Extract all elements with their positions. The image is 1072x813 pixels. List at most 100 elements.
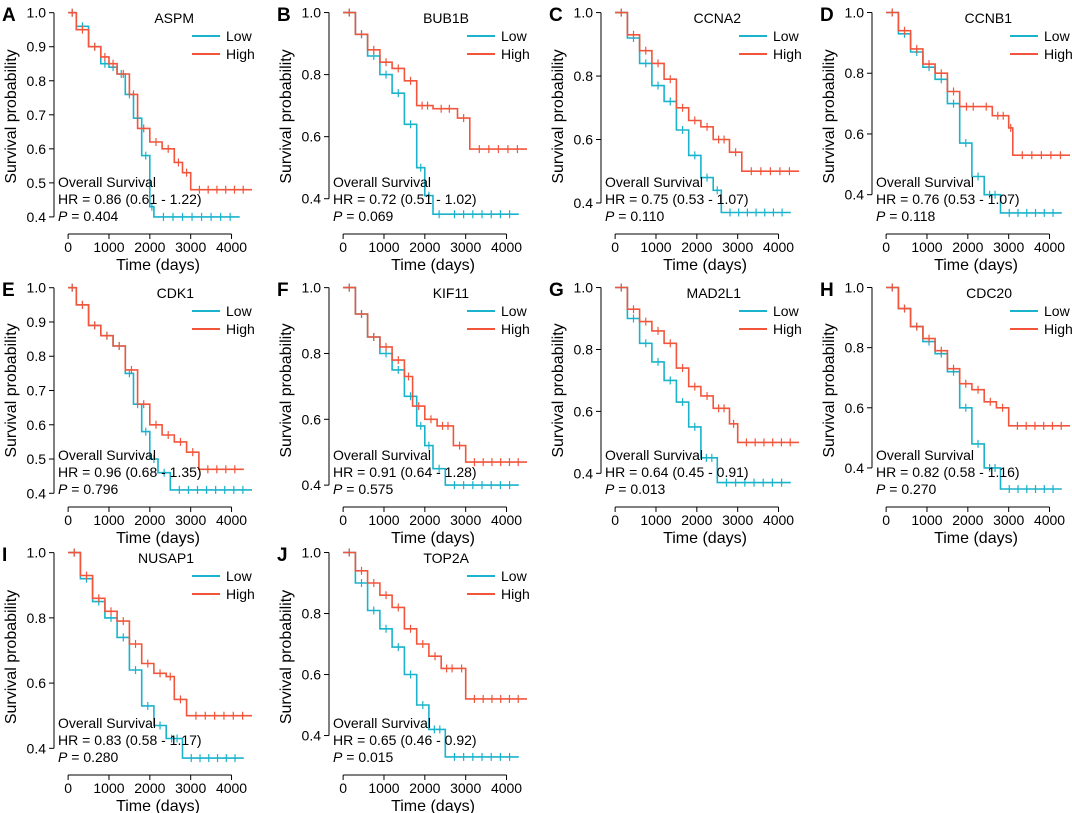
x-tick-label: 2000: [681, 512, 712, 528]
y-tick-label: 0.5: [27, 175, 47, 191]
x-tick-label: 3000: [450, 780, 481, 796]
legend-label-high: High: [1044, 321, 1072, 337]
y-tick-label: 0.8: [27, 348, 47, 364]
x-tick-label: 0: [339, 512, 347, 528]
x-tick-label: 0: [611, 239, 619, 255]
stat-title: Overall Survival: [333, 447, 431, 463]
x-tick-label: 2000: [134, 239, 165, 255]
y-tick-label: 0.4: [302, 191, 322, 207]
stat-title: Overall Survival: [605, 174, 703, 190]
legend-label-low: Low: [1044, 28, 1071, 44]
x-tick-label: 4000: [763, 239, 794, 255]
x-tick-label: 2000: [409, 239, 440, 255]
x-tick-label: 1000: [93, 780, 124, 796]
x-tick-label: 3000: [722, 239, 753, 255]
y-axis-title: Survival probability: [278, 49, 295, 183]
y-tick-label: 0.8: [302, 345, 322, 361]
y-axis-title: Survival probability: [3, 49, 20, 183]
x-tick-label: 1000: [640, 239, 671, 255]
hazard-ratio: HR = 0.86 (0.61 - 1.22): [58, 191, 202, 207]
x-tick-label: 1000: [368, 239, 399, 255]
legend-label-high: High: [501, 321, 530, 337]
y-tick-label: 0.6: [574, 403, 594, 419]
x-tick-label: 2000: [952, 239, 983, 255]
x-tick-label: 2000: [134, 780, 165, 796]
x-axis-title: Time (days): [663, 530, 747, 547]
y-tick-label: 0.4: [845, 460, 865, 476]
y-tick-label: 1.0: [27, 280, 47, 296]
gene-label: MAD2L1: [687, 285, 742, 301]
x-tick-label: 3000: [993, 512, 1024, 528]
p-value: P = 0.069: [333, 208, 394, 224]
hazard-ratio: HR = 0.96 (0.68 - 1.35): [58, 464, 202, 480]
legend-label-low: Low: [226, 568, 253, 584]
gene-label: BUB1B: [423, 10, 469, 26]
gene-label: CCNB1: [965, 10, 1013, 26]
x-axis-title: Time (days): [391, 530, 475, 547]
x-tick-label: 2000: [134, 512, 165, 528]
x-tick-label: 3000: [175, 239, 206, 255]
legend-label-low: Low: [226, 303, 253, 319]
y-tick-label: 0.4: [27, 485, 47, 501]
stat-title: Overall Survival: [333, 715, 431, 731]
km-panel-i: I 0.4 0.6 0.8 1.0 Survival probability 0 1000 20…: [2, 545, 255, 813]
x-tick-label: 1000: [911, 239, 942, 255]
hazard-ratio: HR = 0.82 (0.58 - 1.16): [876, 464, 1020, 480]
y-tick-label: 1.0: [574, 5, 594, 21]
x-axis-title: Time (days): [116, 530, 200, 547]
y-tick-label: 0.8: [27, 610, 47, 626]
gene-label: KIF11: [433, 285, 470, 301]
legend-label-low: Low: [1044, 303, 1071, 319]
panel-letter: B: [277, 5, 291, 26]
x-tick-label: 2000: [681, 239, 712, 255]
x-tick-label: 3000: [450, 239, 481, 255]
y-tick-label: 0.7: [27, 383, 47, 399]
x-axis-title: Time (days): [934, 257, 1018, 274]
y-axis-title: Survival probability: [3, 590, 20, 724]
x-tick-label: 0: [882, 512, 890, 528]
km-panel-c: C 0.4 0.6 0.8 1.0 Survival probability 0 1000 20…: [549, 5, 802, 274]
legend-label-low: Low: [501, 28, 528, 44]
km-curve-high: [68, 551, 252, 717]
p-value: P = 0.280: [58, 749, 119, 765]
y-tick-label: 0.9: [27, 314, 47, 330]
x-tick-label: 1000: [911, 512, 942, 528]
y-tick-label: 1.0: [27, 5, 47, 21]
y-tick-label: 0.6: [302, 667, 322, 683]
stat-title: Overall Survival: [876, 447, 974, 463]
y-tick-label: 0.4: [845, 187, 865, 203]
legend-label-high: High: [226, 46, 255, 62]
km-panel-d: D 0.4 0.6 0.8 1.0 Survival probability 0 1000 20…: [820, 5, 1072, 274]
km-panel-j: J 0.4 0.6 0.8 1.0 Survival probability 0 1000 20…: [277, 545, 530, 813]
y-tick-label: 0.8: [302, 67, 322, 83]
y-tick-label: 0.6: [302, 411, 322, 427]
y-axis-title: Survival probability: [821, 49, 838, 183]
x-tick-label: 0: [64, 780, 72, 796]
y-axis-title: Survival probability: [278, 590, 295, 724]
panel-letter: D: [820, 5, 834, 26]
km-curve-high: [343, 11, 527, 150]
p-value: P = 0.575: [333, 481, 394, 497]
stat-title: Overall Survival: [605, 447, 703, 463]
x-tick-label: 0: [611, 512, 619, 528]
x-tick-label: 4000: [1034, 512, 1065, 528]
y-tick-label: 0.4: [302, 728, 322, 744]
gene-label: TOP2A: [423, 550, 469, 566]
x-tick-label: 0: [339, 239, 347, 255]
km-curve-high: [615, 286, 799, 444]
x-tick-label: 2000: [952, 512, 983, 528]
x-tick-label: 0: [64, 512, 72, 528]
y-tick-label: 0.4: [27, 740, 47, 756]
x-tick-label: 0: [882, 239, 890, 255]
legend-label-high: High: [226, 321, 255, 337]
y-tick-label: 1.0: [302, 280, 322, 296]
stat-title: Overall Survival: [58, 174, 156, 190]
x-tick-label: 4000: [216, 239, 247, 255]
legend-label-high: High: [501, 46, 530, 62]
y-tick-label: 0.6: [27, 675, 47, 691]
gene-label: CDK1: [157, 285, 195, 301]
y-axis-title: Survival probability: [278, 323, 295, 457]
km-curve-high: [343, 551, 527, 700]
km-panel-h: H 0.4 0.6 0.8 1.0 Survival probability 0 1000 20…: [820, 280, 1072, 547]
